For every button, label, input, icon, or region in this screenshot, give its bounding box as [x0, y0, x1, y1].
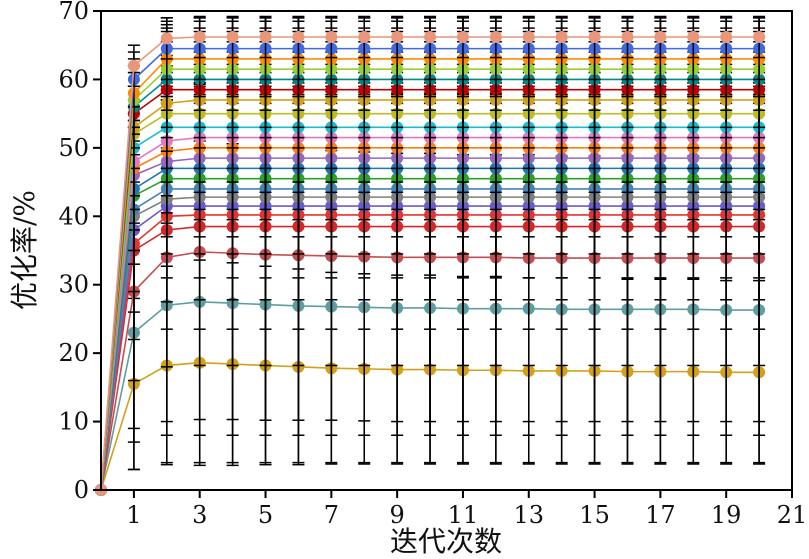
y-tick-label: 30	[58, 271, 89, 299]
data-point	[522, 31, 535, 44]
y-tick-label: 20	[58, 339, 89, 367]
x-tick-label: 1	[126, 501, 141, 529]
series-layer	[95, 15, 766, 496]
x-tick-label: 19	[711, 501, 742, 529]
x-tick-label: 9	[390, 501, 405, 529]
data-point	[424, 31, 437, 44]
x-tick-label: 5	[258, 501, 273, 529]
x-tick-label: 21	[777, 501, 808, 529]
x-tick-label: 11	[448, 501, 479, 529]
data-point	[555, 31, 568, 44]
data-point	[654, 31, 667, 44]
x-tick-label: 13	[513, 501, 544, 529]
data-point	[259, 31, 272, 44]
x-tick-label: 15	[579, 501, 610, 529]
y-tick-label: 10	[58, 408, 89, 436]
x-axis-ticks: 1 3 5 7 9 11 13 15 17 19 21	[126, 490, 807, 529]
y-axis-ticks: 0 10 20 30 40 50 60 70	[58, 0, 101, 504]
data-point	[489, 31, 502, 44]
data-point	[621, 31, 634, 44]
data-point	[160, 32, 173, 45]
data-point	[193, 31, 206, 44]
data-point	[588, 31, 601, 44]
x-tick-label: 7	[324, 501, 339, 529]
y-tick-label: 40	[58, 202, 89, 230]
data-point	[226, 31, 239, 44]
y-axis-title: 优化率/%	[8, 190, 41, 310]
y-tick-label: 60	[58, 65, 89, 93]
y-tick-label: 70	[58, 0, 89, 25]
data-point	[358, 31, 371, 44]
data-point	[456, 31, 469, 44]
x-axis-title: 迭代次数	[390, 525, 502, 558]
data-point	[292, 31, 305, 44]
data-point	[753, 31, 766, 44]
data-point	[127, 59, 140, 72]
plot-frame	[100, 10, 793, 491]
data-point	[391, 31, 404, 44]
y-tick-label: 50	[58, 134, 89, 162]
y-tick-label: 0	[74, 476, 89, 504]
series-22	[95, 15, 766, 496]
data-point	[720, 31, 733, 44]
data-point	[687, 31, 700, 44]
x-tick-label: 17	[645, 501, 676, 529]
x-tick-label: 3	[192, 501, 207, 529]
data-point	[325, 31, 338, 44]
